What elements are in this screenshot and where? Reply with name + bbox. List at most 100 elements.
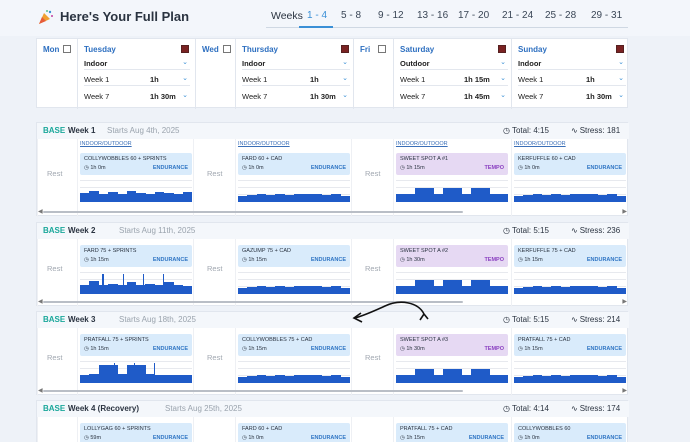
- location-select-tuesday[interactable]: Indoor ⌄: [84, 56, 190, 70]
- profile-block: [266, 286, 276, 294]
- workout-card[interactable]: KERFUFFLE 60 + CAD ◷ 1h 0m ENDURANCE: [514, 153, 626, 175]
- horizontal-scrollbar[interactable]: ◀ ▶: [37, 388, 629, 394]
- duration-select-tuesday-week7[interactable]: Week 7 1h 30m ⌄: [84, 92, 188, 101]
- profile-gridline: [514, 272, 626, 273]
- duration-select-sunday-week7[interactable]: Week 7 1h 30m ⌄: [518, 92, 624, 101]
- duration-select-tuesday-week1[interactable]: Week 1 1h ⌄: [84, 72, 190, 86]
- workout-name: FARD 60 + CAD: [242, 156, 283, 162]
- workout-zone: ENDURANCE: [152, 435, 188, 441]
- location-select-saturday[interactable]: Outdoor ⌄: [400, 56, 508, 70]
- workout-card[interactable]: GAZUMP 75 + CAD ◷ 1h 15m ENDURANCE: [238, 245, 350, 267]
- week-section: BASE Week 4 (Recovery) Starts Aug 25th, 20…: [36, 400, 629, 442]
- scroll-right-icon[interactable]: ▶: [622, 299, 627, 305]
- workout-card[interactable]: COLLYWOBBLES 60 ◷ 1h 0m ENDURANCE: [514, 423, 626, 442]
- profile-gridline: [396, 361, 508, 362]
- tab-weeks-1-4[interactable]: 1 - 4: [307, 10, 328, 21]
- clock-icon: ◷: [518, 346, 523, 352]
- profile-block: [80, 284, 90, 294]
- tab-weeks-13-16[interactable]: 13 - 16: [417, 10, 449, 21]
- phase-label: BASE: [43, 126, 66, 135]
- tab-weeks-9-12[interactable]: 9 - 12: [378, 10, 404, 21]
- tab-weeks-25-28[interactable]: 25 - 28: [545, 10, 577, 21]
- scroll-thumb[interactable]: [43, 211, 463, 213]
- week-stress: Stress: 181: [579, 126, 621, 135]
- profile-gridline: [396, 180, 508, 181]
- profile-block: [136, 284, 146, 294]
- profile-block: [173, 284, 184, 294]
- duration-select-sunday-week1[interactable]: Week 1 1h ⌄: [518, 72, 626, 86]
- workout-card[interactable]: FARD 60 + CAD ◷ 1h 0m ENDURANCE: [238, 423, 350, 442]
- duration-select-saturday-week1[interactable]: Week 1 1h 15m ⌄: [400, 72, 508, 86]
- profile-block: [523, 194, 534, 202]
- workout-profile: [238, 357, 351, 383]
- tab-weeks-21-24[interactable]: 21 - 24: [502, 10, 534, 21]
- profile-block: [303, 374, 314, 383]
- profile-block: [616, 376, 627, 383]
- day-checkbox-tuesday[interactable]: [181, 45, 189, 53]
- tab-weeks-17-20[interactable]: 17 - 20: [458, 10, 490, 21]
- activity-icon: ∿: [571, 126, 578, 135]
- profile-gridline: [396, 187, 508, 188]
- chevron-down-icon: ⌄: [342, 59, 348, 66]
- duration-select-saturday-week7[interactable]: Week 7 1h 45m ⌄: [400, 92, 506, 101]
- tab-weeks-5-8[interactable]: 5 - 8: [341, 10, 362, 21]
- workout-duration: 1h 15m: [248, 257, 267, 263]
- duration-select-thursday-week1[interactable]: Week 1 1h ⌄: [242, 72, 350, 86]
- profile-block: [470, 279, 481, 294]
- day-checkbox-wed[interactable]: [223, 45, 231, 53]
- day-checkbox-saturday[interactable]: [498, 45, 506, 53]
- horizontal-scrollbar[interactable]: ◀ ▶: [37, 209, 629, 215]
- workout-card[interactable]: COLLYWOBBLES 75 + CAD ◷ 1h 15m ENDURANCE: [238, 334, 350, 356]
- indoor-outdoor-link[interactable]: INDOOR/OUTDOOR: [514, 141, 566, 147]
- workout-card[interactable]: LOLLYGAG 60 + SPRINTS ◷ 59m ENDURANCE: [80, 423, 192, 442]
- indoor-outdoor-link[interactable]: INDOOR/OUTDOOR: [80, 141, 132, 147]
- profile-block: [247, 286, 258, 294]
- profile-block: [98, 194, 109, 202]
- workout-card[interactable]: SWEET SPOT A #2 ◷ 1h 30m TEMPO: [396, 245, 508, 267]
- week-stress: Stress: 236: [579, 226, 621, 235]
- profile-block: [442, 368, 453, 383]
- workout-card[interactable]: FARD 75 + SPRINTS ◷ 1h 15m ENDURANCE: [80, 245, 192, 267]
- day-checkbox-mon[interactable]: [63, 45, 71, 53]
- location-select-thursday[interactable]: Indoor ⌄: [242, 56, 350, 70]
- workout-card[interactable]: COLLYWOBBLES 60 + SPRINTS ◷ 1h 0m ENDURANC…: [80, 153, 192, 175]
- workout-card[interactable]: PRATFALL 75 + SPRINTS ◷ 1h 15m ENDURANCE: [80, 334, 192, 356]
- workout-card[interactable]: KERFUFFLE 75 + CAD ◷ 1h 15m ENDURANCE: [514, 245, 626, 267]
- profile-block: [414, 187, 425, 202]
- scroll-left-icon[interactable]: ◀: [38, 388, 43, 394]
- indoor-outdoor-link[interactable]: INDOOR/OUTDOOR: [396, 141, 448, 147]
- day-name: Tuesday: [84, 45, 116, 54]
- scroll-thumb[interactable]: [43, 390, 463, 392]
- workout-card[interactable]: PRATFALL 75 + CAD ◷ 1h 15m ENDURANCE: [514, 334, 626, 356]
- workout-duration: 1h 0m: [90, 165, 106, 171]
- scroll-left-icon[interactable]: ◀: [38, 299, 43, 305]
- day-checkbox-thursday[interactable]: [341, 45, 349, 53]
- workout-duration: 1h 15m: [524, 257, 543, 263]
- tab-weeks-29-31[interactable]: 29 - 31: [591, 10, 623, 21]
- rest-label: Rest: [365, 264, 381, 273]
- profile-block: [331, 286, 342, 294]
- day-checkbox-sunday[interactable]: [616, 45, 624, 53]
- profile-block: [514, 287, 524, 294]
- location-select-sunday[interactable]: Indoor ⌄: [518, 56, 626, 70]
- workout-card[interactable]: SWEET SPOT A #3 ◷ 1h 30m TEMPO: [396, 334, 508, 356]
- party-popper-icon: [39, 10, 53, 24]
- scroll-left-icon[interactable]: ◀: [38, 209, 43, 215]
- profile-block: [108, 191, 118, 202]
- profile-block: [405, 375, 416, 383]
- rest-cell: Rest: [37, 139, 77, 217]
- profile-block: [442, 187, 453, 202]
- workout-card[interactable]: PRATFALL 75 + CAD ◷ 1h 15m ENDURANCE: [396, 423, 508, 442]
- day-checkbox-fri[interactable]: [378, 45, 386, 53]
- day-col-thursday: Thursday Indoor ⌄ Week 1 1h ⌄ Week 7 1h 3…: [235, 39, 353, 109]
- profile-sprint: [133, 363, 136, 383]
- workout-card[interactable]: FARD 60 + CAD ◷ 1h 0m ENDURANCE: [238, 153, 350, 175]
- indoor-outdoor-link[interactable]: INDOOR/OUTDOOR: [238, 141, 290, 147]
- scroll-right-icon[interactable]: ▶: [622, 209, 627, 215]
- workout-card[interactable]: SWEET SPOT A #1 ◷ 1h 15m TEMPO: [396, 153, 508, 175]
- duration-select-thursday-week7[interactable]: Week 7 1h 30m ⌄: [242, 92, 348, 101]
- scroll-thumb[interactable]: [43, 301, 463, 303]
- workout-name: FARD 75 + SPRINTS: [84, 248, 137, 254]
- scroll-right-icon[interactable]: ▶: [622, 388, 627, 394]
- horizontal-scrollbar[interactable]: ◀ ▶: [37, 299, 629, 305]
